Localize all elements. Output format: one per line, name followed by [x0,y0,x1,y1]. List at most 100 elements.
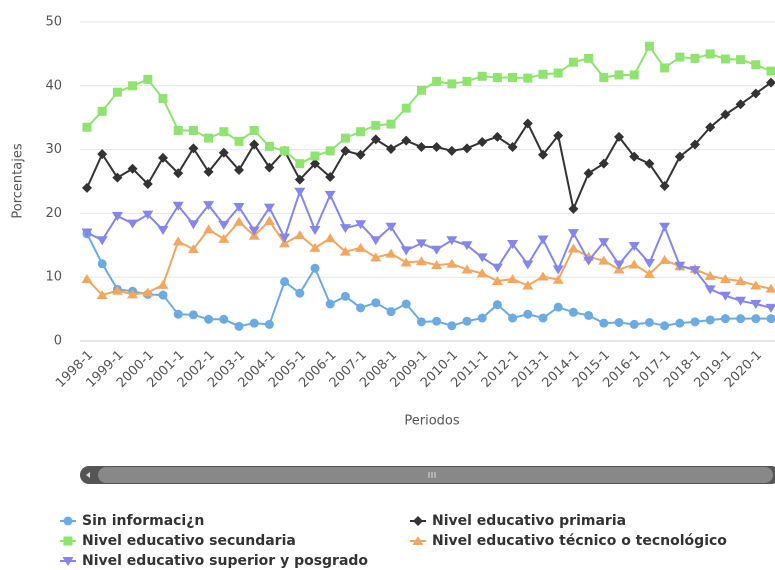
marker [705,49,715,59]
marker [675,318,685,328]
marker [128,81,138,91]
marker [538,313,548,323]
marker [644,158,655,169]
marker [356,303,366,313]
marker [371,120,381,130]
marker [583,168,594,179]
marker [447,321,457,331]
marker [583,256,595,266]
marker [310,263,320,273]
marker [127,289,139,299]
marker [508,313,518,323]
scrollbar[interactable] [80,466,775,484]
marker [660,321,670,331]
legend-item[interactable]: Sin informaci¿n [60,513,204,529]
marker [263,216,275,226]
marker [462,316,472,326]
marker [613,260,625,270]
marker [751,60,761,70]
marker [204,314,214,324]
marker [477,136,488,147]
marker [674,151,685,162]
marker [508,73,518,83]
marker [233,203,245,213]
marker [446,258,458,268]
marker [705,315,715,325]
marker [187,220,199,230]
legend-item[interactable]: Nivel educativo superior y posgrado [60,553,368,569]
marker [720,54,730,64]
legend-label: Nivel educativo superior y posgrado [82,553,368,569]
marker [629,151,640,162]
marker [736,55,746,65]
marker [385,248,397,258]
marker [218,147,229,158]
marker [127,219,139,229]
marker [644,317,654,327]
marker [461,241,473,251]
legend-marker [62,557,74,566]
scroll-arrow[interactable] [86,472,90,478]
marker [142,179,153,190]
marker [385,222,397,232]
marker [537,235,549,245]
marker [294,187,306,197]
marker [584,310,594,320]
marker [280,277,290,287]
marker [720,314,730,324]
marker [644,41,654,51]
marker [187,244,199,254]
series-line [86,81,772,213]
marker [371,298,381,308]
series [82,229,775,331]
marker [158,290,168,300]
series [81,216,775,300]
marker [765,303,775,313]
marker [735,276,747,286]
marker [263,203,275,213]
scroll-grip [428,472,436,478]
legend-marker [412,536,424,545]
marker [340,291,350,301]
marker [598,158,609,169]
legend-item[interactable]: Nivel educativo secundaria [60,533,296,549]
marker [568,203,579,214]
marker [431,245,443,255]
marker [523,309,533,319]
marker [203,166,214,177]
marker [492,300,502,310]
marker [432,316,442,326]
marker [218,220,230,230]
marker [599,318,609,328]
marker [537,271,549,281]
marker [203,201,215,211]
legend-item[interactable]: Nivel educativo primaria [410,513,626,529]
marker [736,314,746,324]
marker [659,180,670,191]
marker [538,149,548,160]
marker [735,99,746,110]
marker [234,165,244,176]
series [82,77,775,214]
marker [766,77,775,88]
legend-label: Nivel educativo primaria [432,513,626,529]
marker [614,131,624,142]
marker [477,71,487,81]
marker [401,135,412,146]
marker [400,257,412,267]
marker [431,260,443,270]
marker [552,274,564,284]
marker [219,127,229,137]
marker [386,143,396,154]
marker [219,314,229,324]
marker [279,238,291,248]
marker [310,158,320,169]
marker [143,74,153,84]
marker [476,253,488,263]
marker [97,149,108,160]
series [82,41,775,169]
marker [491,276,503,286]
marker [400,246,412,256]
legend-item[interactable]: Nivel educativo técnico o tecnológico [410,533,727,549]
